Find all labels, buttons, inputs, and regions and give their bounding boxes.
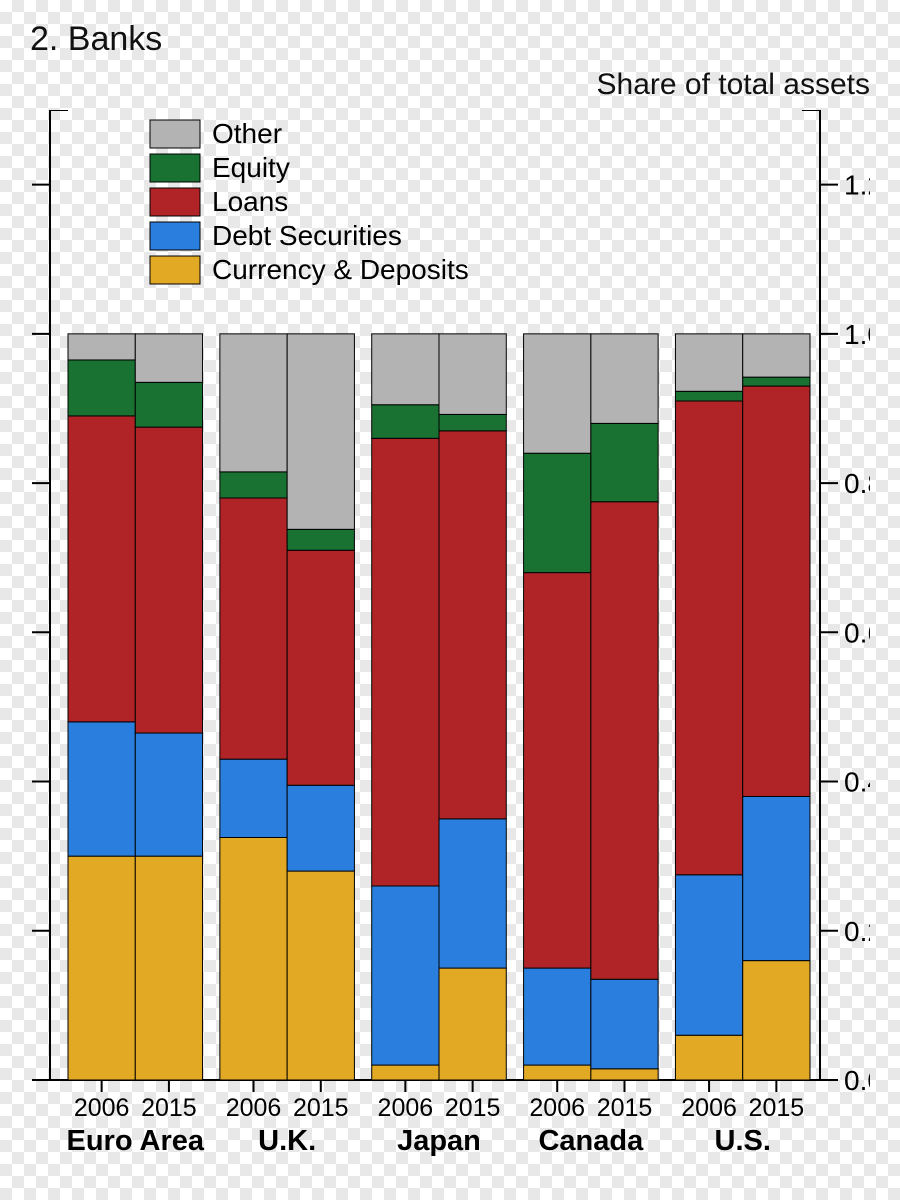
- group-label: Canada: [538, 1125, 644, 1157]
- bar-segment-equity: [220, 472, 287, 498]
- group-label: Euro Area: [67, 1125, 205, 1157]
- bar-year-label: 2015: [597, 1094, 653, 1122]
- bar-segment-equity: [743, 377, 810, 386]
- bar-segment-other: [372, 334, 439, 405]
- bar-segment-loans: [220, 498, 287, 759]
- bar-segment-other: [220, 334, 287, 472]
- bar-segment-other: [439, 334, 506, 415]
- legend-label: Loans: [212, 186, 288, 217]
- bar-segment-other: [287, 334, 354, 529]
- bar-segment-loans: [591, 502, 658, 980]
- legend-swatch: [150, 120, 200, 148]
- bar-segment-other: [68, 334, 135, 360]
- ytick-label: 0.6: [844, 617, 870, 648]
- bar-segment-other: [743, 334, 810, 377]
- bar-segment-debt_securities: [372, 886, 439, 1065]
- bar-year-label: 2006: [226, 1094, 282, 1122]
- bar-segment-equity: [68, 360, 135, 416]
- legend-label: Other: [212, 118, 282, 149]
- bar-segment-debt_securities: [68, 722, 135, 856]
- bar-segment-currency_deposits: [439, 968, 506, 1080]
- bar-segment-debt_securities: [439, 819, 506, 968]
- legend-swatch: [150, 188, 200, 216]
- bar-segment-currency_deposits: [220, 838, 287, 1081]
- bar-year-label: 2006: [681, 1094, 737, 1122]
- bar-segment-loans: [439, 431, 506, 819]
- bar-segment-currency_deposits: [68, 856, 135, 1080]
- bar-segment-loans: [135, 427, 202, 733]
- bar-segment-currency_deposits: [675, 1035, 742, 1080]
- chart-title: 2. Banks: [30, 20, 162, 59]
- bar-segment-loans: [372, 438, 439, 886]
- legend-label: Debt Securities: [212, 220, 402, 251]
- group-label: Japan: [397, 1125, 481, 1157]
- bar-segment-debt_securities: [135, 733, 202, 856]
- bar-segment-loans: [68, 416, 135, 722]
- bar-segment-other: [591, 334, 658, 424]
- bar-year-label: 2006: [378, 1094, 434, 1122]
- ytick-label: 0.0: [844, 1065, 870, 1096]
- bar-segment-currency_deposits: [287, 871, 354, 1080]
- legend-label: Equity: [212, 152, 290, 183]
- bar-year-label: 2015: [141, 1094, 197, 1122]
- bar-segment-debt_securities: [287, 785, 354, 871]
- bar-segment-equity: [591, 423, 658, 501]
- bar-year-label: 2015: [749, 1094, 805, 1122]
- bar-segment-equity: [439, 414, 506, 430]
- ytick-label: 1.2: [844, 170, 870, 201]
- bar-year-label: 2015: [293, 1094, 349, 1122]
- ytick-label: 0.2: [844, 916, 870, 947]
- bar-segment-loans: [524, 573, 591, 968]
- group-label: U.S.: [715, 1125, 771, 1157]
- stacked-bar-chart: 0.0 0.2 0.4 0.6 0.8 1.0 1.2 2006 2015 Euro Area 20…: [30, 110, 870, 1170]
- group-label: U.K.: [258, 1125, 316, 1157]
- bar-segment-equity: [372, 405, 439, 439]
- bar-segment-debt_securities: [675, 875, 742, 1035]
- bar-segment-currency_deposits: [524, 1065, 591, 1080]
- legend-label: Currency & Deposits: [212, 254, 469, 285]
- bar-year-label: 2006: [74, 1094, 130, 1122]
- bar-segment-equity: [675, 391, 742, 401]
- legend-swatch: [150, 222, 200, 250]
- bar-segment-loans: [743, 386, 810, 796]
- bar-segment-currency_deposits: [743, 961, 810, 1080]
- ytick-label: 0.8: [844, 468, 870, 499]
- bar-segment-equity: [287, 529, 354, 550]
- bar-segment-currency_deposits: [135, 856, 202, 1080]
- bar-segment-debt_securities: [743, 796, 810, 960]
- bar-year-label: 2015: [445, 1094, 501, 1122]
- chart-subtitle: Share of total assets: [597, 68, 871, 102]
- legend-swatch: [150, 256, 200, 284]
- bar-segment-other: [135, 334, 202, 383]
- bar-segment-debt_securities: [524, 968, 591, 1065]
- bar-segment-other: [524, 334, 591, 453]
- bar-segment-debt_securities: [220, 759, 287, 837]
- bar-year-label: 2006: [529, 1094, 585, 1122]
- bar-segment-equity: [524, 453, 591, 572]
- bar-segment-equity: [135, 382, 202, 427]
- bar-segment-currency_deposits: [591, 1069, 658, 1080]
- bar-segment-currency_deposits: [372, 1065, 439, 1080]
- bar-segment-other: [675, 334, 742, 391]
- bar-segment-loans: [675, 401, 742, 875]
- bar-segment-loans: [287, 550, 354, 785]
- ytick-label: 1.0: [844, 319, 870, 350]
- bar-segment-debt_securities: [591, 979, 658, 1069]
- legend-swatch: [150, 154, 200, 182]
- ytick-label: 0.4: [844, 767, 870, 798]
